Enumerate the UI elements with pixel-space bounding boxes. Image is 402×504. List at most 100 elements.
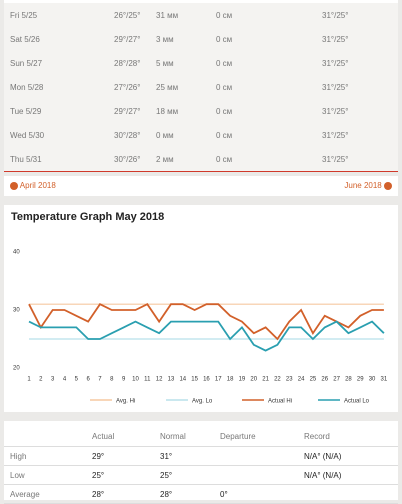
x-tick-label: 10: [132, 377, 139, 383]
summary-cell: 31°: [160, 452, 173, 461]
x-tick-label: 12: [156, 377, 163, 383]
daily-cell: 0 см: [216, 131, 233, 140]
daily-cell: 0 мм: [156, 131, 174, 140]
x-tick-label: 22: [274, 377, 281, 383]
x-tick-label: 20: [250, 377, 257, 383]
daily-cell: 31°/25°: [322, 107, 349, 116]
summary-header: Actual Normal Departure Record: [4, 427, 398, 447]
daily-cell: 29°/27°: [114, 107, 141, 116]
daily-cell: 5 мм: [156, 59, 174, 68]
daily-cell: Wed 5/30: [10, 131, 45, 140]
x-tick-label: 2: [39, 377, 43, 383]
x-tick-label: 13: [168, 377, 175, 383]
y-tick-label: 40: [13, 250, 20, 256]
header-cell: Normal: [160, 432, 186, 441]
summary-cell: 28°: [160, 490, 173, 499]
daily-row: Sat 5/26 29°/27° 3 мм 0 см 31°/25°: [4, 27, 398, 52]
summary-cell: 29°: [92, 452, 105, 461]
prev-icon: ‹: [10, 181, 18, 190]
x-tick-label: 17: [215, 377, 222, 383]
legend-label: Avg. Lo: [192, 399, 213, 405]
x-tick-label: 25: [310, 377, 317, 383]
header-cell: Record: [304, 432, 330, 441]
summary-cell: 28°: [92, 490, 105, 499]
summary-cell: 0°: [220, 490, 228, 499]
daily-cell: 0 см: [216, 11, 233, 20]
series-line: [28, 303, 384, 341]
daily-row: Sun 5/27 28°/28° 5 мм 0 см 31°/25°: [4, 51, 398, 76]
x-tick-label: 1: [27, 377, 31, 383]
summary-cell: Low: [10, 471, 25, 480]
x-tick-label: 14: [179, 377, 186, 383]
daily-cell: 31°/25°: [322, 59, 349, 68]
x-tick-label: 26: [321, 377, 328, 383]
x-tick-label: 30: [369, 377, 376, 383]
x-tick-label: 3: [51, 377, 55, 383]
summary-cell: Average: [10, 490, 40, 499]
x-tick-label: 24: [298, 377, 305, 383]
x-tick-label: 21: [262, 377, 269, 383]
next-icon: ›: [384, 181, 392, 190]
daily-cell: 31°/25°: [322, 35, 349, 44]
legend-label: Avg. Hi: [116, 399, 135, 405]
x-tick-label: 15: [191, 377, 198, 383]
summary-cell: N/A° (N/A): [304, 452, 342, 461]
daily-cell: 0 см: [216, 35, 233, 44]
daily-cell: Fri 5/25: [10, 11, 38, 20]
x-tick-label: 8: [110, 377, 114, 383]
x-tick-label: 7: [98, 377, 102, 383]
summary-table: Actual Normal Departure Record High 29° 31° N/A…: [4, 421, 398, 504]
daily-cell: 31°/25°: [322, 11, 349, 20]
legend-label: Actual Hi: [268, 399, 292, 405]
y-tick-label: 20: [13, 366, 20, 372]
daily-cell: 31°/25°: [322, 155, 349, 164]
series-line: [28, 320, 385, 352]
summary-cell: High: [10, 452, 27, 461]
prev-month[interactable]: ‹ April 2018: [10, 181, 56, 190]
x-tick-label: 19: [239, 377, 246, 383]
daily-row: Tue 5/29 29°/27° 18 мм 0 см 31°/25°: [4, 99, 398, 124]
chart-panel: Temperature Graph May 2018 20 30 40 1 2 3 4 5 6 7…: [4, 205, 398, 412]
daily-cell: 31°/25°: [322, 131, 349, 140]
next-label: June 2018: [344, 181, 382, 190]
daily-cell: 25 мм: [156, 83, 179, 92]
x-tick-label: 5: [75, 377, 79, 383]
summary-cell: 25°: [160, 471, 173, 480]
daily-cell: Thu 5/31: [10, 155, 42, 164]
x-tick-label: 18: [227, 377, 234, 383]
daily-cell: 26°/25°: [114, 11, 141, 20]
summary-row: High 29° 31° N/A° (N/A): [4, 446, 398, 466]
daily-cell: 27°/26°: [114, 83, 141, 92]
x-tick-label: 31: [381, 377, 388, 383]
summary-row: Average 28° 28° 0°: [4, 484, 398, 504]
summary-cell: N/A° (N/A): [304, 471, 342, 480]
daily-table: Fri 5/25 26°/25° 31 мм 0 см 31°/25° Sat 5/26 2…: [4, 0, 398, 172]
month-nav: ‹ April 2018 June 2018 ›: [4, 176, 398, 196]
x-tick-label: 9: [122, 377, 126, 383]
daily-cell: 31 мм: [156, 11, 179, 20]
header-cell: Actual: [92, 432, 115, 441]
summary-row: Low 25° 25° N/A° (N/A): [4, 465, 398, 485]
daily-cell: Tue 5/29: [10, 107, 42, 116]
daily-cell: Mon 5/28: [10, 83, 44, 92]
x-tick-label: 23: [286, 377, 293, 383]
daily-cell: 31°/25°: [322, 83, 349, 92]
daily-cell: 30°/28°: [114, 131, 141, 140]
daily-row: Wed 5/30 30°/28° 0 мм 0 см 31°/25°: [4, 123, 398, 148]
daily-cell: 0 см: [216, 59, 233, 68]
daily-row: Thu 5/31 30°/26° 2 мм 0 см 31°/25°: [4, 147, 398, 172]
x-tick-label: 16: [203, 377, 210, 383]
daily-cell: 30°/26°: [114, 155, 141, 164]
x-tick-label: 29: [357, 377, 364, 383]
daily-row: Mon 5/28 27°/26° 25 мм 0 см 31°/25°: [4, 75, 398, 100]
daily-cell: 18 мм: [156, 107, 179, 116]
daily-cell: Sun 5/27: [10, 59, 43, 68]
daily-cell: 3 мм: [156, 35, 174, 44]
daily-cell: 0 см: [216, 155, 233, 164]
daily-row: Fri 5/25 26°/25° 31 мм 0 см 31°/25°: [4, 3, 398, 28]
next-month[interactable]: June 2018 ›: [344, 181, 392, 190]
x-tick-label: 11: [144, 377, 151, 383]
daily-cell: 2 мм: [156, 155, 174, 164]
